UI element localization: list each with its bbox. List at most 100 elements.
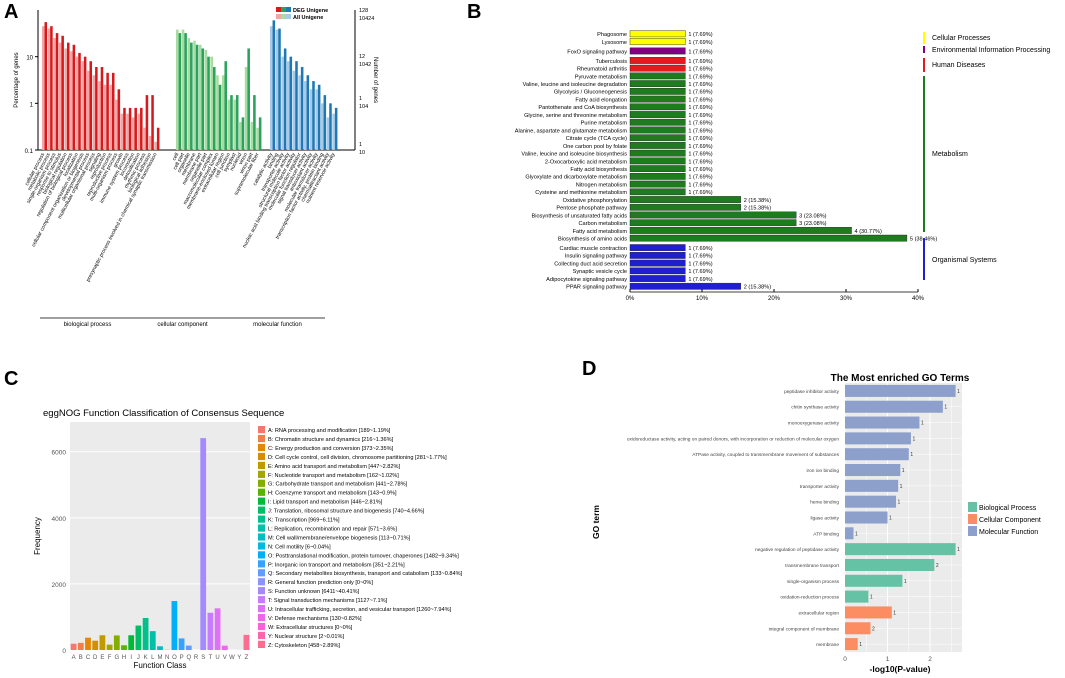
c-title: eggNOG Function Classification of Consen… <box>43 408 284 419</box>
a-bar-all <box>176 29 179 150</box>
b-bar <box>629 282 741 290</box>
c-legend-swatch <box>258 524 265 532</box>
c-legend-swatch <box>258 578 265 586</box>
a-bar-all <box>75 56 79 150</box>
b-bar-label: Nitrogen metabolism <box>576 182 628 188</box>
c-x-tick-label: S <box>201 655 205 661</box>
b-bar <box>629 211 797 219</box>
a-bar-all <box>244 67 248 150</box>
c-bar <box>70 643 77 650</box>
b-bar <box>629 157 686 165</box>
a-bar-all <box>126 113 129 150</box>
c-legend-label: D: Cell cycle control, cell division, ch… <box>268 455 447 461</box>
a-bar-deg <box>123 107 126 150</box>
c-legend-swatch <box>258 515 265 523</box>
d-bar-count: 1 <box>900 484 903 490</box>
a-bar-all <box>148 135 152 150</box>
a-bar-deg <box>151 95 154 150</box>
d-bar <box>845 606 892 619</box>
b-x-tick-label: 20% <box>768 296 781 302</box>
a-right-tick-label-top: 12 <box>359 54 365 60</box>
c-legend-swatch <box>258 434 265 443</box>
c-legend-label: N: Cell motility [6~0.04%] <box>268 544 331 550</box>
b-bar-label: Collecting duct acid secretion <box>554 261 627 267</box>
a-bar-deg <box>111 72 115 150</box>
b-bar-value: 1 (7.69%) <box>688 269 712 275</box>
b-bar-value: 1 (7.69%) <box>688 67 712 73</box>
b-bar <box>629 142 686 149</box>
d-bar-count: 1 <box>957 547 960 553</box>
d-legend-swatch <box>968 502 977 512</box>
a-bar-all <box>227 99 231 150</box>
b-bar-label: Alanine, aspartate and glutamate metabol… <box>515 128 628 134</box>
c-legend-label: W: Extracellular structures [0~0%] <box>268 625 353 631</box>
a-bar-deg <box>106 72 109 150</box>
d-bar-label: iron ion binding <box>806 468 839 474</box>
a-bar-deg <box>278 28 281 150</box>
b-bar-value: 2 (15.38%) <box>744 285 771 291</box>
a-bar-all <box>256 127 259 150</box>
a-bar-all <box>198 44 202 150</box>
d-bar <box>845 638 858 651</box>
d-x-tick-label: 2 <box>928 656 932 663</box>
b-bar-label: Lysosome <box>602 40 627 46</box>
d-bar-count: 1 <box>912 436 915 442</box>
b-bar-value: 4 (30.77%) <box>855 229 882 235</box>
b-bar-label: 2-Oxocarboxylic acid metabolism <box>545 159 627 165</box>
b-bar-label: Fatty acid elongation <box>575 97 627 103</box>
b-bar-label: Biosynthesis of amino acids <box>558 237 627 243</box>
a-bar-deg <box>55 33 59 150</box>
b-bar-value: 1 (7.69%) <box>688 40 712 46</box>
d-bar-label: monooxygenase activity <box>788 421 840 427</box>
c-bar <box>128 635 135 650</box>
b-bar-label: Pentose phosphate pathway <box>556 206 627 212</box>
a-legend-swatch <box>281 14 286 19</box>
b-bar-value: 1 (7.69%) <box>688 113 712 119</box>
a-bar-all <box>58 42 62 150</box>
b-bar <box>629 244 686 252</box>
b-category-label: Human Diseases <box>932 62 986 69</box>
a-bar-all <box>204 49 208 150</box>
d-bar-count: 1 <box>902 468 905 474</box>
c-legend-label: E: Amino acid transport and metabolism [… <box>268 464 400 470</box>
a-bar-all <box>275 29 279 150</box>
b-bar <box>629 95 686 103</box>
b-category-bar <box>923 46 925 53</box>
b-bar-value: 1 (7.69%) <box>688 175 712 181</box>
b-bar-value: 2 (15.38%) <box>744 206 771 212</box>
a-bar-all <box>287 61 290 150</box>
d-bar-count: 1 <box>889 516 892 522</box>
c-y-label: Frequency <box>33 517 42 555</box>
a-bar-all <box>154 141 157 150</box>
c-bar <box>207 612 214 650</box>
b-bar-value: 1 (7.69%) <box>688 105 712 111</box>
b-bar-label: Rheumatoid arthritis <box>577 67 627 73</box>
c-x-tick-label: A <box>72 655 76 661</box>
c-bar <box>243 634 250 650</box>
a-bar-all <box>270 26 273 150</box>
b-bar <box>629 38 686 45</box>
a-bar-deg <box>128 107 132 150</box>
d-bar-label: transmembrane transport <box>785 563 840 569</box>
a-bar-deg <box>156 127 160 150</box>
b-bar-value: 1 (7.69%) <box>688 90 712 96</box>
c-legend-swatch <box>258 497 265 505</box>
c-x-tick-label: C <box>86 655 91 661</box>
c-legend-label: P: Inorganic ion transport and metabolis… <box>268 562 405 568</box>
b-bar <box>629 172 686 180</box>
d-x-tick-label: 1 <box>886 656 890 663</box>
d-legend-swatch <box>968 514 977 524</box>
b-bar-label: Cardiac muscle contraction <box>560 246 627 252</box>
c-legend-label: M: Cell wall/membrane/envelope biogenesi… <box>268 535 411 541</box>
b-bar <box>629 252 686 259</box>
a-right-tick-label-bottom: 1042 <box>359 62 371 68</box>
d-bar-count: 1 <box>910 452 913 458</box>
a-legend-swatch <box>286 7 291 12</box>
b-bar <box>629 196 741 203</box>
c-x-tick-label: Y <box>237 655 241 661</box>
b-bar-label: Adipocytokine signaling pathway <box>546 277 627 283</box>
d-bar <box>845 622 871 635</box>
d-bar-count: 1 <box>957 389 960 395</box>
b-bar-value: 1 (7.69%) <box>688 254 712 260</box>
c-plot-background <box>70 422 250 650</box>
